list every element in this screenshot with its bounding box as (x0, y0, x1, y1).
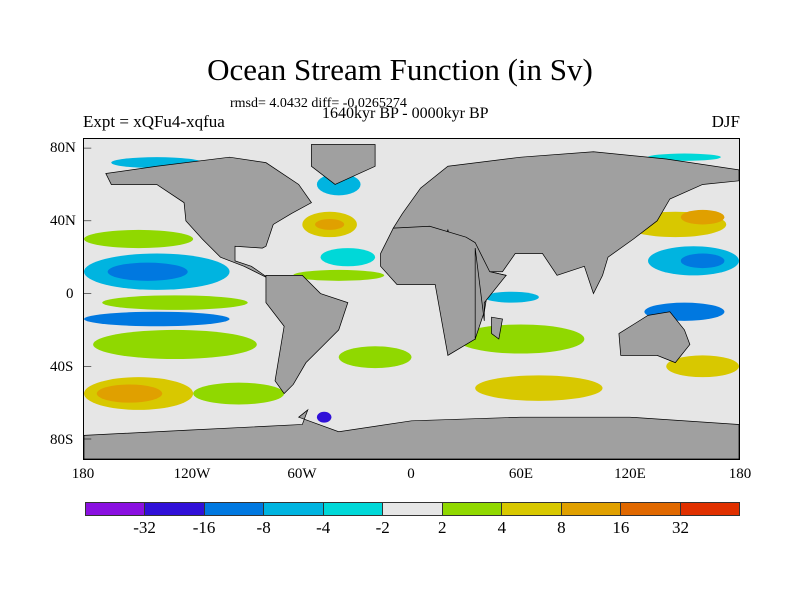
colorbar-swatch (502, 503, 562, 515)
colorbar-swatch (442, 503, 503, 515)
colorbar-label: -4 (316, 518, 331, 537)
lon-label: 180 (71, 466, 95, 482)
colorbar-swatch (680, 503, 739, 515)
south-america (265, 274, 349, 395)
colorbar (85, 502, 740, 516)
lat-label: 40N (50, 213, 76, 229)
lon-label: 60W (287, 466, 317, 482)
period-text: 1640kyr BP - 0000kyr BP (322, 105, 489, 122)
africa (380, 225, 507, 356)
stats-text: rmsd= 4.0432 diff= -0.0265274 (230, 96, 407, 111)
colorbar-swatch (621, 503, 681, 515)
colorbar-label: 4 (497, 518, 507, 537)
anomaly-fields (84, 153, 739, 423)
antarctica (84, 408, 739, 459)
colorbar-swatch (383, 503, 443, 515)
colorbar-swatch (145, 503, 205, 515)
colorbar-label: 16 (612, 518, 630, 537)
australia (618, 311, 691, 364)
experiment-label: Expt = xQFu4-xqfua (83, 112, 225, 131)
colorbar-label: 8 (557, 518, 566, 537)
colorbar-label: -16 (192, 518, 216, 537)
madagascar (491, 316, 503, 340)
map-plot (83, 138, 740, 460)
grid-ticks (84, 147, 92, 440)
lat-label: 80S (50, 432, 74, 448)
colorbar-label: -2 (375, 518, 390, 537)
lon-label: 180 (728, 466, 752, 482)
season-label: DJF (711, 112, 740, 131)
plot-title: Ocean Stream Function (in Sv) (207, 52, 593, 87)
lon-label: 0 (407, 466, 415, 482)
colorbar-label: 32 (671, 518, 689, 537)
colorbar-label: 2 (438, 518, 447, 537)
colorbar-swatch (204, 503, 265, 515)
land-masses (84, 144, 739, 459)
north-america (105, 156, 312, 280)
greenland (311, 144, 376, 185)
lon-label: 60E (508, 466, 534, 482)
lon-label: 120W (173, 466, 211, 482)
lat-label: 40S (50, 359, 74, 375)
colorbar-swatch (86, 503, 146, 515)
lat-label: 0 (66, 286, 74, 302)
lon-label: 120E (614, 466, 646, 482)
colorbar-label: -32 (133, 518, 156, 537)
colorbar-label: -8 (256, 518, 271, 537)
colorbar-swatch (264, 503, 324, 515)
colorbar-swatch (323, 503, 384, 515)
colorbar-swatch (561, 503, 622, 515)
lat-label: 80N (50, 140, 76, 156)
